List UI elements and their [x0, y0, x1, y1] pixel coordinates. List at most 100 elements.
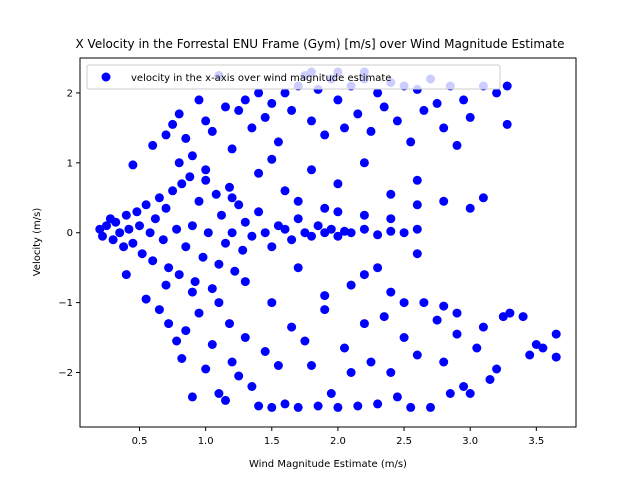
data-point	[293, 214, 303, 224]
data-point	[485, 375, 495, 384]
data-point	[426, 402, 435, 412]
data-point	[207, 284, 217, 294]
data-point	[359, 158, 369, 168]
data-point	[161, 203, 171, 213]
data-point	[154, 305, 164, 315]
plot-area	[80, 58, 576, 427]
data-point	[340, 123, 349, 133]
data-point	[141, 294, 151, 304]
x-tick-label: 2.0	[330, 436, 346, 447]
data-point	[386, 287, 396, 297]
data-point	[95, 224, 105, 234]
data-point	[386, 368, 396, 377]
data-point	[359, 210, 369, 220]
data-point	[320, 305, 330, 315]
data-point	[102, 221, 111, 231]
data-point	[300, 228, 310, 238]
data-point	[187, 221, 197, 231]
data-point	[214, 259, 224, 269]
data-point	[135, 221, 144, 231]
data-point	[492, 364, 502, 374]
data-point	[168, 186, 178, 196]
data-point	[538, 343, 548, 353]
data-point	[320, 203, 330, 213]
data-point	[326, 389, 336, 398]
data-point	[399, 298, 409, 308]
data-point	[225, 182, 234, 192]
data-point	[260, 347, 270, 356]
data-point	[174, 270, 184, 280]
data-point	[307, 361, 316, 370]
data-point	[115, 228, 125, 238]
data-point	[161, 280, 171, 290]
data-point	[177, 354, 187, 363]
data-point	[128, 238, 138, 248]
data-point	[406, 137, 416, 147]
data-point	[412, 249, 422, 259]
data-point	[452, 140, 462, 150]
data-point	[386, 189, 396, 199]
data-point	[439, 123, 449, 133]
data-point	[267, 402, 277, 412]
data-point	[187, 287, 197, 297]
data-point	[280, 88, 290, 98]
data-point	[194, 308, 204, 318]
data-point	[254, 401, 264, 411]
y-axis-ticks: −2 −1 0 1 2	[58, 88, 80, 379]
data-point	[525, 350, 535, 360]
data-point	[240, 217, 250, 227]
data-point	[172, 336, 182, 346]
data-point	[267, 298, 277, 308]
data-point	[359, 224, 369, 234]
data-point	[459, 95, 469, 105]
data-point	[227, 228, 237, 238]
data-point	[293, 263, 303, 273]
data-point	[359, 270, 369, 280]
data-point	[234, 105, 244, 115]
data-point	[366, 126, 376, 136]
x-tick-label: 3.0	[462, 436, 478, 447]
data-point	[465, 112, 475, 122]
data-point	[465, 389, 475, 398]
data-point	[551, 329, 561, 339]
data-point	[478, 193, 488, 203]
data-point	[201, 165, 211, 175]
y-tick-label: 1	[67, 158, 73, 169]
data-point	[492, 88, 502, 98]
data-point	[419, 105, 429, 115]
data-point	[412, 175, 422, 185]
data-point	[207, 340, 217, 349]
data-point	[412, 350, 422, 360]
data-point	[240, 95, 250, 105]
data-point	[150, 214, 160, 224]
data-point	[498, 312, 508, 322]
data-point	[172, 224, 182, 234]
data-point	[340, 343, 349, 353]
data-point	[392, 392, 402, 402]
data-point	[174, 109, 184, 119]
legend-box	[86, 64, 501, 90]
data-point	[132, 207, 142, 217]
y-tick-label: 2	[67, 88, 73, 99]
data-point	[238, 245, 248, 255]
data-point	[128, 160, 138, 170]
data-point	[333, 207, 343, 217]
data-point	[164, 263, 174, 273]
data-point	[307, 116, 316, 126]
x-axis-label: Wind Magnitude Estimate (m/s)	[249, 459, 407, 470]
data-point	[214, 298, 224, 308]
data-point	[181, 326, 191, 336]
data-point	[386, 226, 396, 236]
data-point	[221, 395, 230, 405]
data-point	[227, 357, 237, 367]
data-point	[119, 242, 129, 252]
data-point	[121, 270, 131, 280]
data-point	[181, 242, 191, 252]
x-tick-label: 1.0	[198, 436, 214, 447]
data-point	[412, 224, 422, 234]
data-point	[201, 116, 211, 126]
data-point	[260, 112, 270, 122]
data-point	[373, 263, 383, 273]
data-point	[164, 319, 174, 329]
